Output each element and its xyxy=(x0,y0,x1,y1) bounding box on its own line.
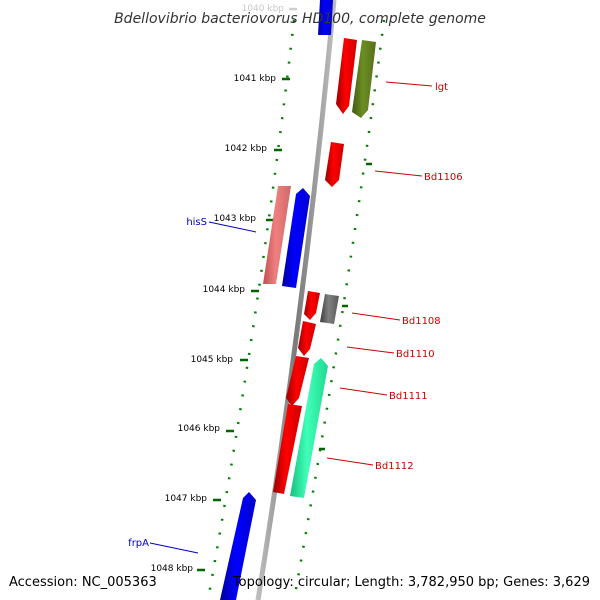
accession-label: Accession: NC_005363 xyxy=(9,575,157,590)
gene-feature-blue-hisS xyxy=(282,188,310,288)
gene-label-bd1110: Bd1110 xyxy=(396,349,435,360)
tick-label: 1042 kbp xyxy=(225,144,268,154)
gene-feature-salmon-hisS xyxy=(263,186,291,284)
gene-labels: lgt Bd1106 hisS Bd1108 Bd1110 Bd1111 Bd1… xyxy=(128,82,463,549)
tick-labels: 1040 kbp 1041 kbp 1042 kbp 1043 kbp 1044… xyxy=(151,4,285,574)
gene-feature-red-bd1110 xyxy=(298,321,316,356)
gene-label-bd1108: Bd1108 xyxy=(402,316,441,327)
gene-label-lgt: lgt xyxy=(435,82,448,93)
tick-label: 1044 kbp xyxy=(203,285,246,295)
gene-label-bd1106: Bd1106 xyxy=(424,172,463,183)
gene-feature-olive-lgt xyxy=(352,40,376,118)
inner-tick-marks xyxy=(319,162,372,451)
gene-feature-red-bd1108 xyxy=(304,291,320,320)
map-title: Bdellovibrio bacteriovorus HD100, comple… xyxy=(114,11,486,27)
topology-label: Topology: circular; Length: 3,782,950 bp… xyxy=(232,575,590,590)
gene-label-bd1111: Bd1111 xyxy=(389,391,428,402)
tick-marks xyxy=(197,7,297,572)
tick-label: 1041 kbp xyxy=(234,74,277,84)
tick-label: 1046 kbp xyxy=(178,424,221,434)
gene-feature-blue-frpA xyxy=(220,492,256,600)
gene-feature-top-blue xyxy=(318,0,333,35)
tick-label: 1047 kbp xyxy=(165,494,208,504)
label-leaders xyxy=(149,81,433,554)
tick-label: 1045 kbp xyxy=(191,355,234,365)
gene-feature-red-lgt-upstream xyxy=(336,38,357,114)
gene-features xyxy=(220,0,376,600)
gene-feature-aqua-bd1112 xyxy=(290,358,328,498)
gene-label-frpA: frpA xyxy=(128,538,149,549)
gene-feature-red-bd1106 xyxy=(325,142,344,187)
gene-feature-gray-bd1108 xyxy=(320,294,339,324)
tick-label: 1040 kbp xyxy=(242,4,285,14)
tick-label: 1043 kbp xyxy=(214,214,257,224)
gene-label-hisS: hisS xyxy=(186,217,207,228)
gene-label-bd1112: Bd1112 xyxy=(375,461,414,472)
gene-feature-red-bd1111 xyxy=(286,356,309,406)
gene-feature-red-bd1112 xyxy=(273,404,302,494)
tick-label: 1048 kbp xyxy=(151,564,194,574)
genome-backbone xyxy=(255,0,337,600)
